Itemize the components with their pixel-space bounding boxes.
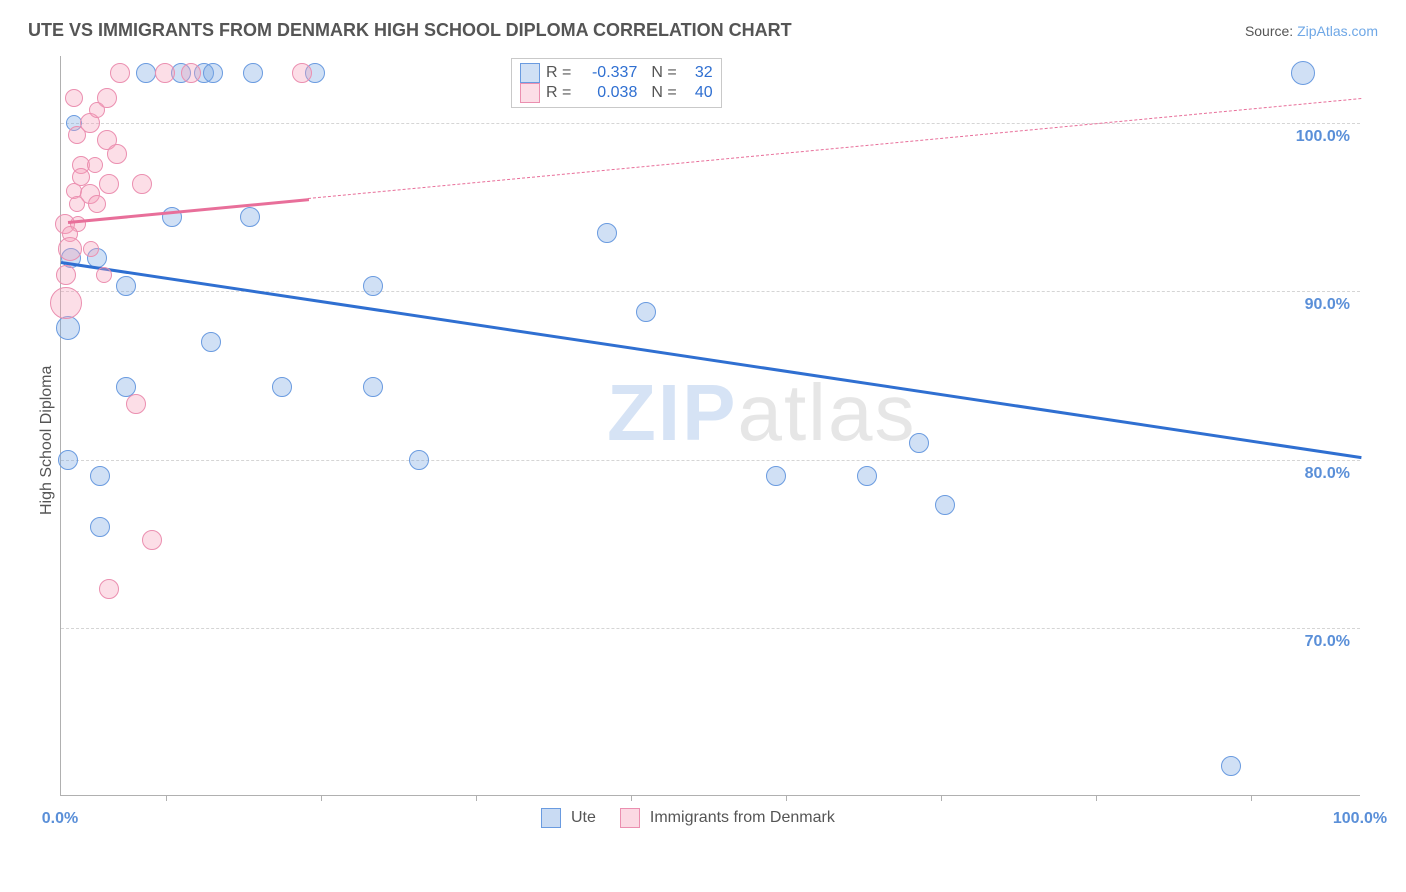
data-point-denmark [155,63,175,83]
stat-row-ute: R =-0.337N =32 [520,63,713,83]
x-tick [1096,795,1097,801]
gridline [61,123,1360,124]
data-point-denmark [83,241,99,257]
data-point-ute [857,466,877,486]
data-point-denmark [99,579,119,599]
x-tick-label: 0.0% [42,810,78,828]
data-point-ute [363,276,383,296]
data-point-denmark [132,174,152,194]
gridline [61,628,1360,629]
data-point-denmark [69,196,85,212]
data-point-denmark [107,144,127,164]
data-point-ute [116,276,136,296]
y-axis-label: High School Diploma [38,365,56,514]
data-point-ute [766,466,786,486]
x-tick-label: 100.0% [1333,810,1387,828]
data-point-denmark [65,89,83,107]
data-point-denmark [87,157,103,173]
data-point-denmark [292,63,312,83]
data-point-ute [58,450,78,470]
legend-label-ute: Ute [571,809,596,827]
data-point-ute [136,63,156,83]
data-point-ute [90,517,110,537]
data-point-ute [409,450,429,470]
x-tick [941,795,942,801]
chart-title: UTE VS IMMIGRANTS FROM DENMARK HIGH SCHO… [28,20,792,41]
swatch-denmark [520,83,540,103]
data-point-denmark [126,394,146,414]
source-label: Source: ZipAtlas.com [1245,23,1378,39]
data-point-denmark [89,102,105,118]
data-point-denmark [50,287,82,319]
trend-line-denmark [308,98,1361,199]
data-point-ute [90,466,110,486]
swatch-ute [520,63,540,83]
watermark: ZIPatlas [607,367,916,459]
data-point-ute [243,63,263,83]
data-point-ute [909,433,929,453]
legend-swatch-ute [541,808,561,828]
data-point-denmark [56,265,76,285]
data-point-denmark [142,530,162,550]
data-point-denmark [96,267,112,283]
data-point-denmark [88,195,106,213]
data-point-denmark [68,126,86,144]
data-point-ute [636,302,656,322]
data-point-ute [240,207,260,227]
plot-area: ZIPatlas 70.0% 80.0% 90.0% 100.0% R =-0.337N… [60,56,1360,796]
x-tick [786,795,787,801]
source-link[interactable]: ZipAtlas.com [1297,23,1378,39]
stat-row-denmark: R =0.038N =40 [520,83,713,103]
data-point-denmark [99,174,119,194]
y-tick-label: 80.0% [1305,465,1350,483]
x-tick [166,795,167,801]
data-point-denmark [58,237,82,261]
data-point-ute [203,63,223,83]
data-point-ute [363,377,383,397]
y-tick-label: 70.0% [1305,633,1350,651]
x-tick [321,795,322,801]
data-point-denmark [110,63,130,83]
data-point-ute [597,223,617,243]
legend-label-denmark: Immigrants from Denmark [650,809,835,827]
correlation-legend: R =-0.337N =32R =0.038N =40 [511,58,722,108]
gridline [61,460,1360,461]
y-tick-label: 90.0% [1305,296,1350,314]
data-point-ute [56,316,80,340]
x-tick [476,795,477,801]
data-point-ute [935,495,955,515]
series-legend: Ute Immigrants from Denmark [541,808,849,828]
data-point-ute [201,332,221,352]
data-point-ute [1291,61,1315,85]
x-tick [1251,795,1252,801]
chart-header: UTE VS IMMIGRANTS FROM DENMARK HIGH SCHO… [20,20,1386,41]
x-tick [631,795,632,801]
data-point-ute [1221,756,1241,776]
data-point-ute [272,377,292,397]
data-point-denmark [181,63,201,83]
y-tick-label: 100.0% [1296,128,1350,146]
chart-container: UTE VS IMMIGRANTS FROM DENMARK HIGH SCHO… [20,20,1386,872]
legend-swatch-denmark [620,808,640,828]
